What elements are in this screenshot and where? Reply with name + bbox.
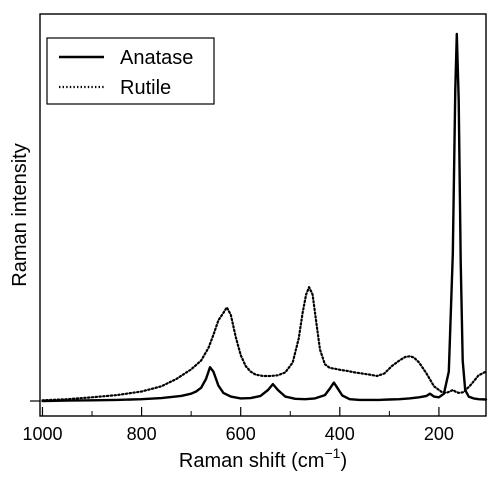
x-axis-label-close: ) [340,450,347,472]
legend-box [46,37,215,105]
x-axis-label-main: Raman shift (cm [179,450,325,472]
legend-label-anatase: Anatase [120,47,193,69]
x-tick-label-800: 800 [127,424,157,444]
series-line-rutile [41,286,488,402]
plot-frame [39,13,487,417]
x-tick-label-600: 600 [226,424,256,444]
series-line-anatase [41,32,488,403]
x-tick-group: 1000 800 600 400 200 [22,407,454,444]
x-tick-label-400: 400 [325,424,355,444]
legend: Anatase Rutile [46,37,215,105]
legend-label-rutile: Rutile [120,77,171,99]
x-axis-label: Raman shift (cm−1) [179,445,347,472]
x-axis-label-superscript: −1 [324,445,340,461]
y-axis-label: Raman intensity [9,143,31,286]
x-tick-label-1000: 1000 [22,424,62,444]
x-tick-label-200: 200 [424,424,454,444]
series-group [41,32,488,403]
